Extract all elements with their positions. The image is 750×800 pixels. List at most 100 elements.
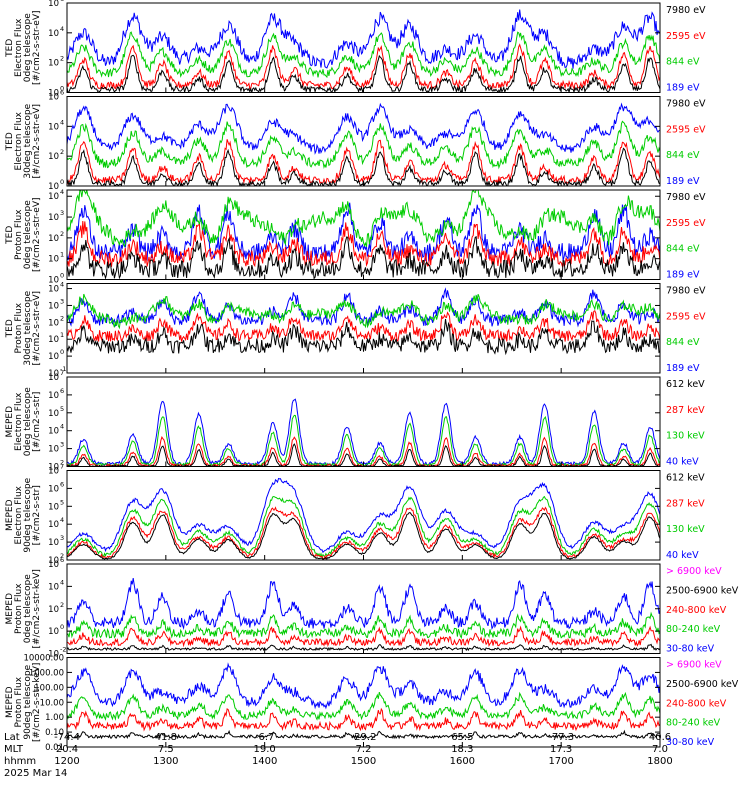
panel-4-legend-entry: 7980 eV	[666, 286, 706, 297]
panel-1-legend-entry: 844 eV	[666, 57, 700, 68]
panel-7-legend-entry: 30-80 keV	[666, 644, 715, 655]
panel-2-ytick-exponent: 6	[60, 89, 64, 97]
panel-5-ytick-label: 10	[48, 409, 59, 419]
panel-3-series-2	[67, 190, 660, 247]
x-tick-lat: 41.8	[155, 732, 177, 743]
panel-8-ytick-label: 10.00	[40, 698, 64, 708]
panel-4-ytick-label: 10	[48, 335, 59, 345]
x-tick-hhmm: 1800	[647, 756, 672, 767]
x-tick-lat: 40.6	[649, 732, 671, 743]
panel-4-ytick-label: 10	[48, 352, 59, 362]
panel-2-ytick-exponent: 0	[60, 178, 64, 186]
panel-5-legend-entry: 130 keV	[666, 431, 705, 442]
panel-5-ytick-label: 10	[48, 427, 59, 437]
panel-4-ytick-exponent: 2	[60, 314, 64, 322]
panel-3-ytick-label: 10	[48, 192, 59, 202]
panel-6-ylabel-line: [#/cm2-s-str]	[32, 485, 42, 545]
panel-8-ylabel-line: [#/cm2-s-str-keV]	[32, 663, 42, 742]
panel-2-ytick-exponent: 2	[60, 148, 64, 156]
panel-6-series-1	[67, 479, 660, 553]
panel-1-ytick-label: 10	[48, 59, 59, 69]
panel-8-ytick-label: 10000.00	[23, 654, 64, 664]
panel-1-ylabel-line: [#/cm2-s-str-eV]	[32, 10, 42, 85]
panel-5-series-1	[67, 399, 660, 465]
panel-4-ytick-exponent: 1	[60, 331, 64, 339]
x-row-label-hhmm: hhmm	[4, 756, 36, 767]
panel-7-legend-entry: 240-800 keV	[666, 605, 727, 616]
panel-1-ylabel: TED Electron Flux 0deg telescope [#/cm2-s-s…	[5, 10, 42, 85]
x-tick-mlt: 7.2	[356, 744, 372, 755]
panel-3-ytick-exponent: 2	[60, 230, 64, 238]
x-row-label-lat: Lat	[4, 732, 20, 743]
panel-6-ytick-label: 10	[48, 538, 59, 548]
panel-3-ytick-exponent: 3	[60, 209, 64, 217]
panel-3-ylabel: TED Proton Flux 0deg telescope [#/cm2-s-str…	[5, 197, 42, 272]
panel-2-ylabel: TED Electron Flux 30deg telescope [#/cm2-s-…	[5, 103, 42, 178]
panel-4: 10-110010110210310 4TED Proton Flux 30deg t…	[5, 281, 706, 379]
panel-3-ytick-label: 10	[48, 255, 59, 265]
panel-6-ytick-label: 10	[48, 520, 59, 530]
panel-7-ytick-exponent: 6	[60, 556, 64, 564]
x-tick-lat: -77.3	[548, 732, 574, 743]
panel-2-ytick-label: 10	[48, 93, 59, 103]
panel-8-legend-entry: 240-800 keV	[666, 698, 727, 709]
x-axis-labels: Lat MLT hhmm 2025 Mar 14 -74.420.4120041…	[4, 732, 673, 779]
panel-2-ytick-label: 10	[48, 122, 59, 132]
panel-6-legend-entry: 40 keV	[666, 550, 699, 561]
panel-1-ytick-exponent: 2	[60, 55, 64, 63]
panel-8-ytick-label: 1.00	[45, 713, 64, 723]
panel-4-legend-entry: 844 eV	[666, 337, 700, 348]
panel-4-ytick-label: 10	[48, 301, 59, 311]
panel-5-frame	[67, 377, 660, 467]
panel-2-ylabel-line: [#/cm2-s-str-eV]	[32, 104, 42, 179]
panel-1-ytick-label: 10	[48, 0, 59, 9]
panel-2: 10010210410 6TED Electron Flux 30deg telesc…	[5, 89, 706, 193]
panel-7-ytick-exponent: 0	[60, 623, 64, 631]
chart-panels: 100102104106TEDElectron Flux0deg telesco…	[5, 0, 739, 753]
x-tick-hhmm: 1400	[252, 756, 277, 767]
panel-2-legend-entry: 844 eV	[666, 150, 700, 161]
panel-7-ytick-label: 10	[48, 582, 59, 592]
panel-7-frame	[67, 564, 660, 654]
panel-4-ytick-exponent: 0	[60, 348, 64, 356]
panel-4-ylabel-line: [#/cm2-s-str-eV]	[32, 291, 42, 366]
panel-4-frame	[67, 284, 660, 374]
x-row-label-mlt: MLT	[4, 744, 24, 755]
panel-2-series-2	[67, 121, 660, 167]
x-tick-mlt: 17.3	[550, 744, 572, 755]
panel-5-ylabel-line: [#/cm2-s-str]	[32, 392, 42, 452]
x-tick-lat: -74.4	[54, 732, 80, 743]
panel-5-ytick-exponent: 5	[60, 405, 64, 413]
panel-6-ytick-exponent: 6	[60, 480, 64, 488]
panel-1-ytick-exponent: 4	[60, 25, 64, 33]
panel-2-legend-entry: 7980 eV	[666, 99, 706, 110]
panel-8-legend-entry: 30-80 keV	[666, 737, 715, 748]
panel-6-ytick-exponent: 3	[60, 534, 64, 542]
panel-7-legend-entry: 80-240 keV	[666, 624, 721, 635]
x-tick-lat: 65.5	[451, 732, 473, 743]
panel-7-ytick-exponent: 4	[60, 578, 64, 586]
panel-3-ytick-exponent: 1	[60, 251, 64, 259]
panel-5-ytick-exponent: 4	[60, 423, 64, 431]
x-tick-hhmm: 1300	[153, 756, 178, 767]
panel-3-ytick-label: 10	[48, 234, 59, 244]
x-tick-mlt: 7.5	[158, 744, 174, 755]
panel-4-legend-entry: 189 eV	[666, 363, 700, 374]
panel-6: 10210310410510610 7MEPED Electron Flux 90de…	[5, 463, 705, 567]
panel-1-legend-entry: 7980 eV	[666, 5, 706, 16]
x-tick-hhmm: 1200	[54, 756, 79, 767]
panel-6-ytick-exponent: 4	[60, 516, 64, 524]
panel-8-series-1	[67, 664, 660, 708]
panel-7-ytick-exponent: -2	[60, 646, 66, 654]
panel-2-ytick-label: 10	[48, 152, 59, 162]
panel-3-legend-entry: 7980 eV	[666, 192, 706, 203]
panel-5-ytick-exponent: 6	[60, 387, 64, 395]
panel-3-legend-entry: 844 eV	[666, 244, 700, 255]
panel-3-ytick-exponent: 4	[60, 188, 64, 196]
x-tick-mlt: 18.3	[451, 744, 473, 755]
panel-8-legend-entry: 2500-6900 keV	[666, 679, 739, 690]
panel-1-legend-entry: 2595 eV	[666, 31, 706, 42]
